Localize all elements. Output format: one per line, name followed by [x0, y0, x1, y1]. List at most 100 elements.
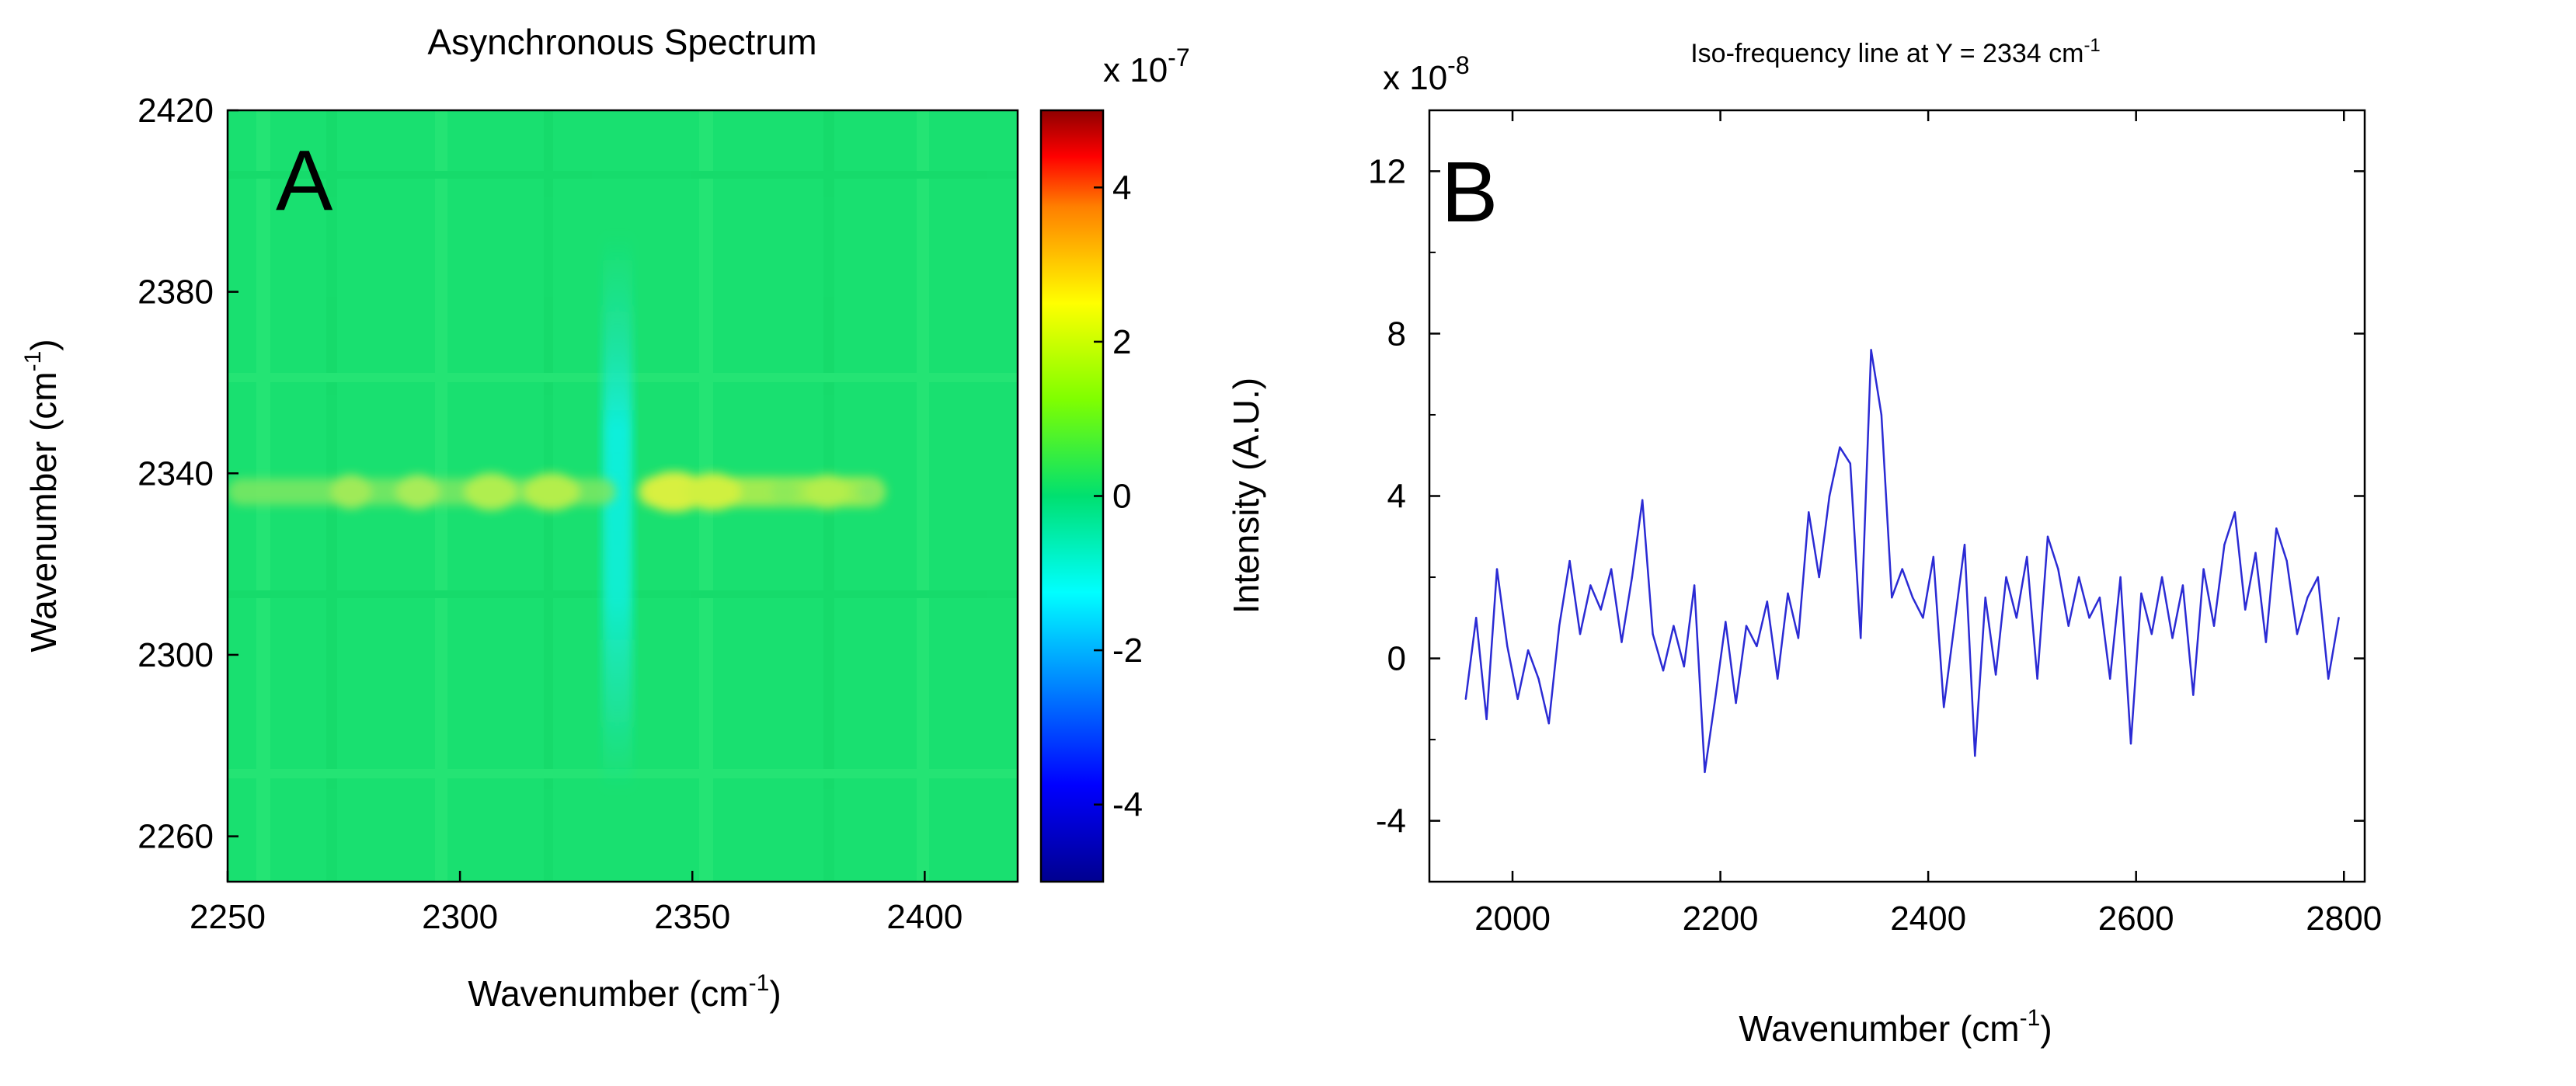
panel-a-y-tick-label: 2260: [138, 818, 214, 856]
spectrum-point: [1808, 511, 1810, 513]
spectrum-point: [1963, 544, 1966, 546]
colorbar-exponent-main: x 10: [1103, 51, 1168, 89]
spectrum-line-group: [1464, 349, 2340, 774]
spectrum-point: [2317, 576, 2319, 579]
spectrum-point: [1704, 771, 1706, 774]
spectrum-point: [2046, 535, 2049, 538]
spectrum-point: [2285, 559, 2288, 562]
spectrum-point: [1537, 677, 1540, 680]
spectrum-point: [1600, 608, 1602, 611]
spectrum-point: [2296, 633, 2299, 635]
panel-b-y-exponent-main: x 10: [1383, 59, 1447, 97]
spectrum-point: [1464, 698, 1467, 700]
heatmap-horizontal-band: [228, 472, 886, 512]
spectrum-point: [2223, 544, 2226, 546]
spectrum-point: [2005, 576, 2007, 579]
spectrum-point: [2327, 677, 2330, 680]
spectrum-point: [1860, 637, 1862, 639]
spectrum-point: [1526, 649, 1530, 652]
panel-a-y-axis-label-main: Wavenumber (cm: [23, 371, 64, 652]
spectrum-point: [1579, 633, 1582, 635]
spectrum-point: [1797, 637, 1800, 639]
spectrum-point: [1558, 625, 1561, 627]
colorbar: -4 -2 0 2 4 x 10-7: [1039, 44, 1190, 883]
spectrum-point: [2254, 552, 2257, 554]
spectrum-point: [2150, 633, 2153, 635]
spectrum-point: [2233, 511, 2236, 513]
heatmap-frame: [226, 109, 1019, 883]
spectrum-point: [2119, 576, 2122, 579]
panel-b-x-axis-label-main: Wavenumber (cm: [1739, 1008, 2019, 1049]
spectrum-point: [1641, 499, 1644, 501]
spectrum-point: [1620, 641, 1623, 643]
colorbar-gradient: [1039, 109, 1105, 883]
spectrum-point: [1880, 413, 1883, 416]
colorbar-tick-label: 2: [1112, 323, 1131, 361]
spectrum-point: [1922, 617, 1924, 619]
panel-b-x-tick-label: 2200: [1683, 900, 1759, 938]
panel-b-x-axis-label: Wavenumber (cm-1): [1739, 1005, 2052, 1049]
spectrum-point: [1745, 625, 1748, 627]
spectrum-point: [1589, 584, 1592, 587]
spectrum-point: [2129, 743, 2132, 745]
spectrum-point: [1683, 665, 1685, 668]
colorbar-exponent-sup: -7: [1168, 44, 1189, 71]
panel-b-y-tick-label: 8: [1387, 315, 1406, 353]
spectrum-point: [2212, 625, 2216, 627]
spectrum-point: [1516, 698, 1519, 700]
spectrum-point: [1756, 645, 1758, 648]
spectrum-point: [2067, 625, 2070, 627]
panel-b-title-main: Iso-frequency line at Y = 2334 cm: [1690, 39, 2083, 68]
spectrum-point: [2275, 527, 2278, 530]
colorbar-ticks: -4 -2 0 2 4: [1094, 169, 1143, 824]
spectrum-point: [2088, 617, 2090, 619]
panel-b-y-tick-label: 4: [1387, 478, 1406, 516]
spectrum-point: [2026, 555, 2028, 559]
panel-a-x-axis-label-main: Wavenumber (cm: [468, 973, 748, 1014]
spectrum-point: [1839, 446, 1841, 448]
spectrum-point: [2098, 597, 2101, 599]
panel-a: Asynchronous Spectrum: [20, 22, 1190, 1014]
panel-b-y-axis-label: Intensity (A.U.): [1226, 378, 1266, 614]
spectrum-point: [2264, 641, 2268, 643]
panel-b-x-axis-label-end: ): [2040, 1008, 2052, 1049]
panel-b-x-ticks: 2000 2200 2400 2600 2800: [1474, 110, 2382, 938]
panel-a-y-tick-label: 2300: [138, 636, 214, 674]
spectrum-point: [2192, 694, 2195, 696]
spectrum-point: [2036, 677, 2038, 680]
spectrum-point: [2077, 576, 2080, 579]
panel-b-y-exponent-sup: -8: [1447, 51, 1469, 79]
spectrum-point: [2202, 568, 2205, 570]
spectrum-point: [1818, 576, 1820, 579]
panel-a-x-ticks: 2250 2300 2350 2400: [190, 871, 963, 936]
spectrum-point: [1911, 597, 1914, 599]
heatmap: [228, 110, 1018, 882]
spectrum-point: [1984, 597, 1986, 599]
spectrum-point: [1495, 568, 1499, 570]
spectrum-point: [1828, 495, 1831, 497]
spectrum-point: [1568, 559, 1571, 562]
spectrum-point: [1673, 625, 1675, 627]
panel-a-x-tick-label: 2300: [422, 898, 498, 936]
spectrum-point: [1714, 698, 1717, 700]
panel-a-y-tick-label: 2420: [138, 92, 214, 130]
colorbar-tick-label: 0: [1112, 478, 1131, 516]
spectrum-point: [1547, 722, 1551, 725]
panel-b-y-tick-label: -4: [1376, 802, 1406, 841]
spectrum-point: [2015, 617, 2017, 619]
spectrum-point: [1506, 645, 1509, 648]
colorbar-tick-label: 4: [1112, 169, 1131, 207]
panel-b-plot-area: [1428, 109, 2366, 883]
spectrum-point: [1610, 568, 1613, 570]
panel-b-x-axis-label-sup: -1: [2020, 1005, 2041, 1031]
panel-a-y-axis-label-sup: -1: [20, 351, 46, 372]
panel-b-letter: B: [1441, 144, 1498, 240]
panel-b-title-sup: -1: [2083, 35, 2100, 56]
panel-a-x-axis-label-end: ): [769, 973, 781, 1014]
spectrum-point: [1870, 349, 1872, 351]
panel-b: Iso-frequency line at Y = 2334 cm-1 x 10…: [1226, 35, 2382, 1049]
colorbar-tick-label: -4: [1112, 786, 1143, 824]
spectrum-point: [1693, 584, 1696, 587]
panel-b-y-tick-label: 0: [1387, 640, 1406, 678]
spectrum-point: [1901, 568, 1903, 570]
